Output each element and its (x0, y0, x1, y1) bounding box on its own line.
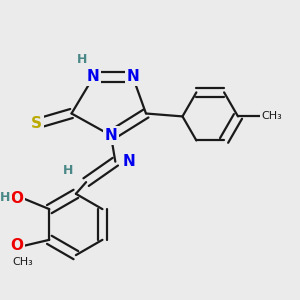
Text: H: H (0, 191, 11, 204)
Text: O: O (10, 191, 23, 206)
Text: N: N (87, 70, 100, 85)
Text: O: O (10, 238, 23, 253)
Text: CH₃: CH₃ (261, 111, 282, 122)
Text: H: H (63, 164, 73, 177)
Text: N: N (105, 128, 117, 143)
Text: N: N (123, 154, 136, 169)
Text: H: H (76, 53, 87, 66)
Text: CH₃: CH₃ (13, 257, 33, 267)
Text: S: S (31, 116, 42, 131)
Text: N: N (127, 70, 139, 85)
